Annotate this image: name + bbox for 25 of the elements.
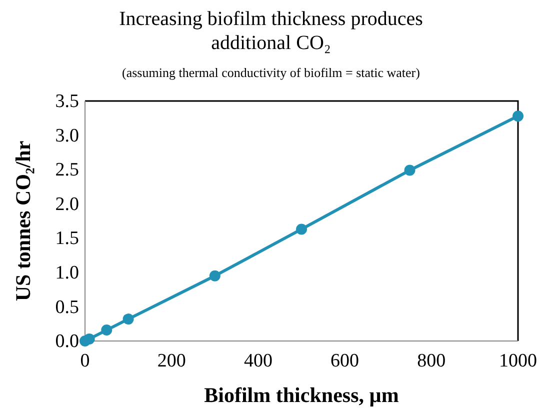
point — [209, 270, 220, 282]
point — [512, 110, 524, 122]
y-tick-label: 0.0 — [55, 331, 79, 352]
y-tick-label: 3.0 — [55, 125, 79, 146]
chart-title: Increasing biofilm thickness produces additional CO₂ — [119, 8, 424, 54]
y-tick-label: 1.0 — [55, 262, 79, 284]
y-tick-label: 2.5 — [55, 160, 79, 181]
x-axis-title: Biofilm thickness, µm — [204, 383, 400, 407]
point — [296, 224, 307, 235]
x-tick-label: 200 — [157, 350, 186, 372]
y-tick-label: 3.5 — [55, 91, 79, 112]
x-tick-label: 600 — [330, 350, 360, 372]
point — [84, 333, 95, 344]
x-tick-label: 800 — [417, 350, 446, 372]
y-axis-title: US tonnes CO₂/hr — [11, 140, 35, 302]
x-tick-label: 400 — [244, 350, 272, 372]
y-tick-label: 0.5 — [55, 296, 79, 318]
point — [122, 314, 134, 325]
point — [404, 164, 416, 176]
point — [101, 324, 112, 336]
y-tick-label: 2.0 — [55, 194, 79, 215]
x-tick-label: 1000 — [499, 350, 537, 372]
x-tick-label: 0 — [80, 350, 90, 372]
y-tick-label: 1.5 — [55, 228, 79, 250]
chart-subtitle: (assuming thermal conductivity of biofilm = static water) — [122, 65, 420, 80]
